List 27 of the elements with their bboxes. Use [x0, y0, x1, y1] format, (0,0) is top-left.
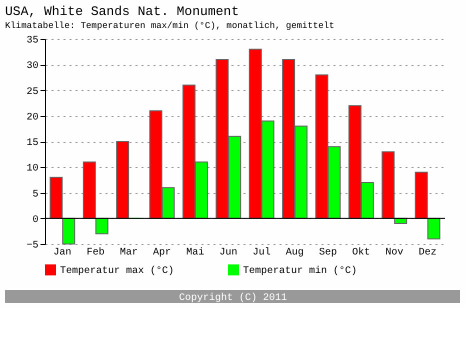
y-tick-label: 15: [26, 138, 38, 149]
chart-subtitle: Klimatabelle: Temperaturen max/min (°C), monatlich, gemittelt: [5, 21, 334, 31]
legend-label: Temperatur min (°C): [243, 264, 358, 277]
x-tick-label: Dez: [418, 248, 437, 258]
x-tick-label: Feb: [86, 246, 105, 258]
y-tick-label: 0: [32, 214, 38, 226]
x-tick-label: Aug: [286, 248, 304, 258]
y-tick-label: 30: [26, 61, 38, 72]
x-tick-label: Apr: [153, 248, 172, 258]
y-tick-label: 10: [26, 164, 38, 175]
legend-label: Temperatur max (°C): [60, 264, 174, 277]
y-tick-label: 5: [32, 189, 38, 200]
y-tick-label: −5: [26, 240, 38, 252]
y-tick-label: 25: [26, 86, 38, 98]
x-tick-label: Sep: [318, 248, 337, 258]
x-tick-label: Jan: [53, 248, 72, 258]
x-tick-label: Mar: [120, 248, 138, 258]
chart-title: USA, White Sands Nat. Monument: [5, 4, 240, 19]
x-tick-label: Okt: [352, 246, 370, 258]
y-tick-label: 35: [26, 36, 38, 46]
x-tick-label: Nov: [385, 248, 404, 258]
bar: [116, 141, 130, 219]
x-tick-label: Jul: [252, 246, 271, 258]
x-tick-label: Jun: [219, 248, 238, 258]
x-tick-label: Mai: [186, 246, 204, 258]
text: Copyright (C) 2011: [178, 292, 288, 304]
y-tick-label: 20: [26, 112, 38, 124]
